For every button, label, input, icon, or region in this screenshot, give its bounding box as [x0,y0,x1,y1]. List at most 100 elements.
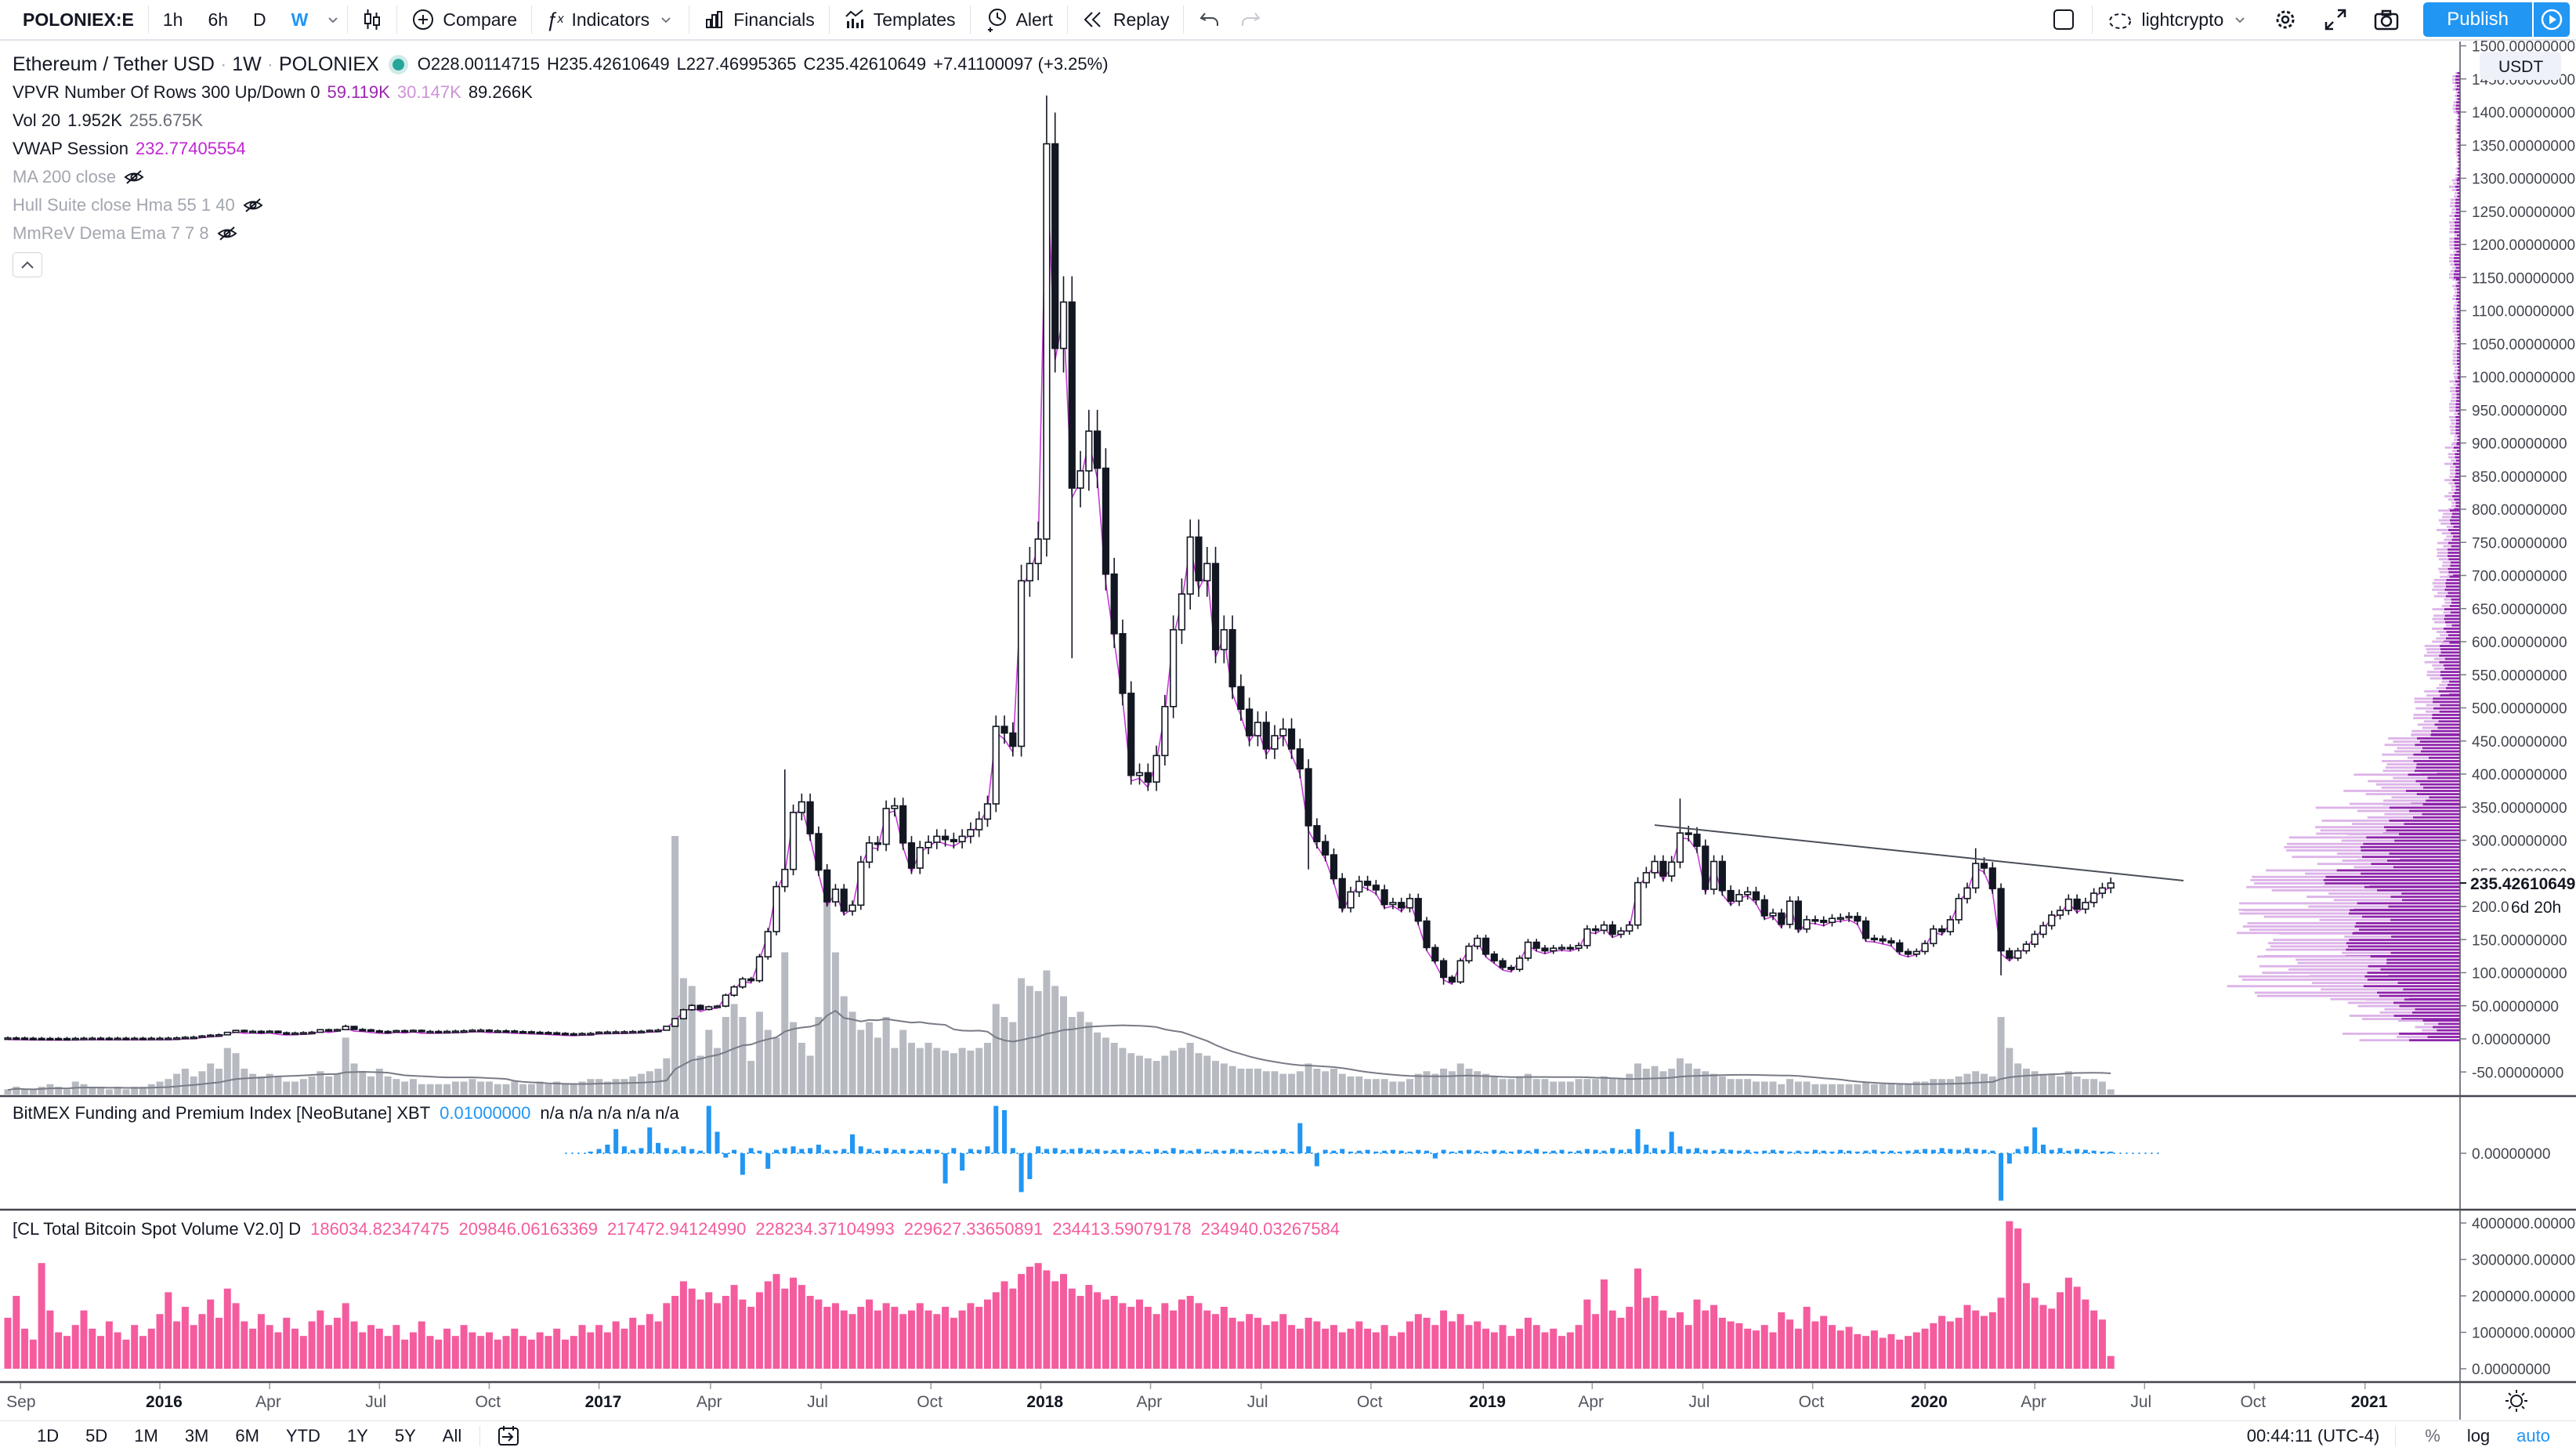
range-1M[interactable]: 1M [134,1426,158,1446]
fullscreen-icon[interactable] [2323,7,2348,32]
candle [848,904,856,912]
candle [603,1031,611,1034]
candle [1592,928,1600,932]
session-sun-icon[interactable] [2505,1390,2527,1412]
range-5D[interactable]: 5D [85,1426,108,1446]
ma-study-label[interactable]: MA 200 close [13,167,117,186]
candle [1440,960,1448,979]
price-tick-label: 1350.00000000 [2472,138,2575,154]
candle [1211,563,1220,650]
chevron-down-icon [657,11,675,28]
candle [1380,889,1388,906]
price-axis[interactable]: 1500.000000001450.000000001400.000000001… [2460,39,2576,1082]
tf-W[interactable]: W [291,9,309,30]
candle [80,1037,88,1040]
candle [1693,834,1701,847]
percent-scale-button[interactable]: % [2425,1426,2440,1446]
alert-button[interactable]: Alert [973,5,1065,34]
candle [299,1032,307,1035]
legend-symbol-title[interactable]: Ethereum / Tether USD · 1W · POLONIEX [13,53,379,75]
candle [1735,893,1743,903]
candle [924,841,932,849]
compare-button[interactable]: Compare [400,5,529,34]
candle [1355,881,1363,893]
clock[interactable]: 00:44:11 (UTC-4) [2246,1426,2380,1446]
candle [2082,902,2089,910]
symbol-button[interactable]: POLONIEX:E [23,9,134,30]
range-6M[interactable]: 6M [235,1426,259,1446]
candle [190,1037,197,1040]
replay-button[interactable]: Replay [1070,5,1181,34]
auto-scale-button[interactable]: auto [2516,1426,2550,1446]
go-to-date-icon[interactable] [496,1424,521,1448]
vpvr-study-label[interactable]: VPVR Number Of Rows 300 Up/Down 0 [13,82,320,102]
layout-icon[interactable] [2052,8,2075,31]
candle [1406,898,1414,909]
price-tick-label: 550.00000000 [2472,668,2567,684]
undo-icon[interactable] [1198,9,1221,30]
range-1D[interactable]: 1D [37,1426,60,1446]
ohlc-open: O228.00114715 [417,54,540,74]
legend-collapse-button[interactable] [13,252,42,277]
candle [1161,706,1169,757]
range-YTD[interactable]: YTD [285,1426,320,1446]
cl-pane-legend[interactable]: [CL Total Bitcoin Spot Volume V2.0] D 18… [13,1219,1340,1239]
templates-button[interactable]: Templates [832,5,968,34]
volume-ma-line [7,1009,2111,1091]
candle [2107,882,2115,889]
funding-na-values: n/a n/a n/a n/a n/a [540,1103,679,1123]
candle [1912,950,1920,955]
tf-1h[interactable]: 1h [162,9,183,30]
vwap-study-label[interactable]: VWAP Session [13,139,128,158]
candle [722,994,729,1007]
candle [1988,867,1996,889]
publish-play-button[interactable] [2534,2,2570,37]
candle [975,818,983,830]
range-5Y[interactable]: 5Y [394,1426,416,1446]
candle [595,1031,603,1035]
mmrev-study-label[interactable]: MmReV Dema Ema 7 7 8 [13,223,209,243]
range-3M[interactable]: 3M [184,1426,209,1446]
chevron-down-icon[interactable] [324,11,342,28]
candle [2048,914,2056,927]
candle [2098,887,2107,894]
current-price-text: 235.42610649 [2470,875,2575,893]
candle [654,1029,662,1033]
camera-icon[interactable] [2373,8,2400,31]
vol-study-label[interactable]: Vol 20 [13,110,61,130]
financials-button[interactable]: Financials [692,5,827,34]
candle [1389,902,1397,906]
candle [907,842,916,869]
candle [840,888,848,912]
candle [451,1030,459,1033]
candle [401,1029,409,1033]
eye-off-icon[interactable] [242,197,264,214]
publish-button[interactable]: Publish [2423,2,2532,37]
tf-D[interactable]: D [253,9,266,30]
trendline[interactable] [1654,824,2184,882]
chart-style-button[interactable] [350,5,394,34]
currency-badge [2480,52,2561,80]
tf-6h[interactable]: 6h [208,9,229,30]
candle [63,1037,71,1041]
eye-off-icon[interactable] [216,225,238,242]
candle [139,1037,147,1040]
hull-study-label[interactable]: Hull Suite close Hma 55 1 40 [13,195,235,215]
redo-icon[interactable] [1239,9,1262,30]
eye-off-icon[interactable] [123,168,145,186]
cl-value: 228234.37104993 [755,1219,895,1239]
range-1Y[interactable]: 1Y [346,1426,368,1446]
candle [747,978,755,982]
candle [958,835,966,842]
time-axis[interactable]: Sep 2016 Apr Jul Oct 2017 Apr Jul Oct 2018 Apr Jul O… [6,1383,2388,1411]
range-All[interactable]: All [442,1426,462,1446]
log-scale-button[interactable]: log [2466,1426,2491,1446]
candles-icon [362,8,382,31]
gear-icon[interactable] [2273,7,2298,32]
funding-pane-legend[interactable]: BitMEX Funding and Premium Index [NeoBut… [13,1103,679,1124]
account-menu[interactable]: lightcrypto [2095,5,2260,34]
candle [705,1006,713,1011]
